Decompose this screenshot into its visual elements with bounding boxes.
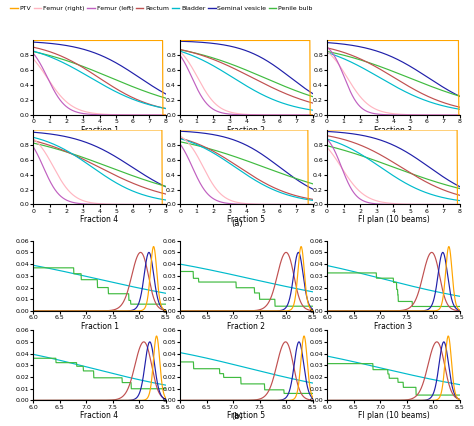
X-axis label: FI plan (10 beams): FI plan (10 beams) [357, 411, 429, 420]
X-axis label: Fraction 3: Fraction 3 [374, 322, 412, 331]
X-axis label: Fraction 1: Fraction 1 [81, 322, 118, 331]
X-axis label: Fraction 5: Fraction 5 [228, 411, 265, 420]
X-axis label: Fraction 4: Fraction 4 [81, 411, 118, 420]
X-axis label: Fraction 5: Fraction 5 [228, 215, 265, 224]
X-axis label: Fraction 3: Fraction 3 [374, 126, 412, 135]
X-axis label: Fraction 2: Fraction 2 [228, 322, 265, 331]
X-axis label: Fraction 1: Fraction 1 [81, 126, 118, 135]
Text: (a): (a) [231, 219, 243, 228]
X-axis label: FI plan (10 beams): FI plan (10 beams) [357, 215, 429, 224]
X-axis label: Fraction 2: Fraction 2 [228, 126, 265, 135]
Legend: PTV, Femur (right), Femur (left), Rectum, Bladder, Seminal vesicle, Penile bulb: PTV, Femur (right), Femur (left), Rectum… [8, 3, 315, 14]
X-axis label: Fraction 4: Fraction 4 [81, 215, 118, 224]
Text: (b): (b) [231, 412, 243, 421]
